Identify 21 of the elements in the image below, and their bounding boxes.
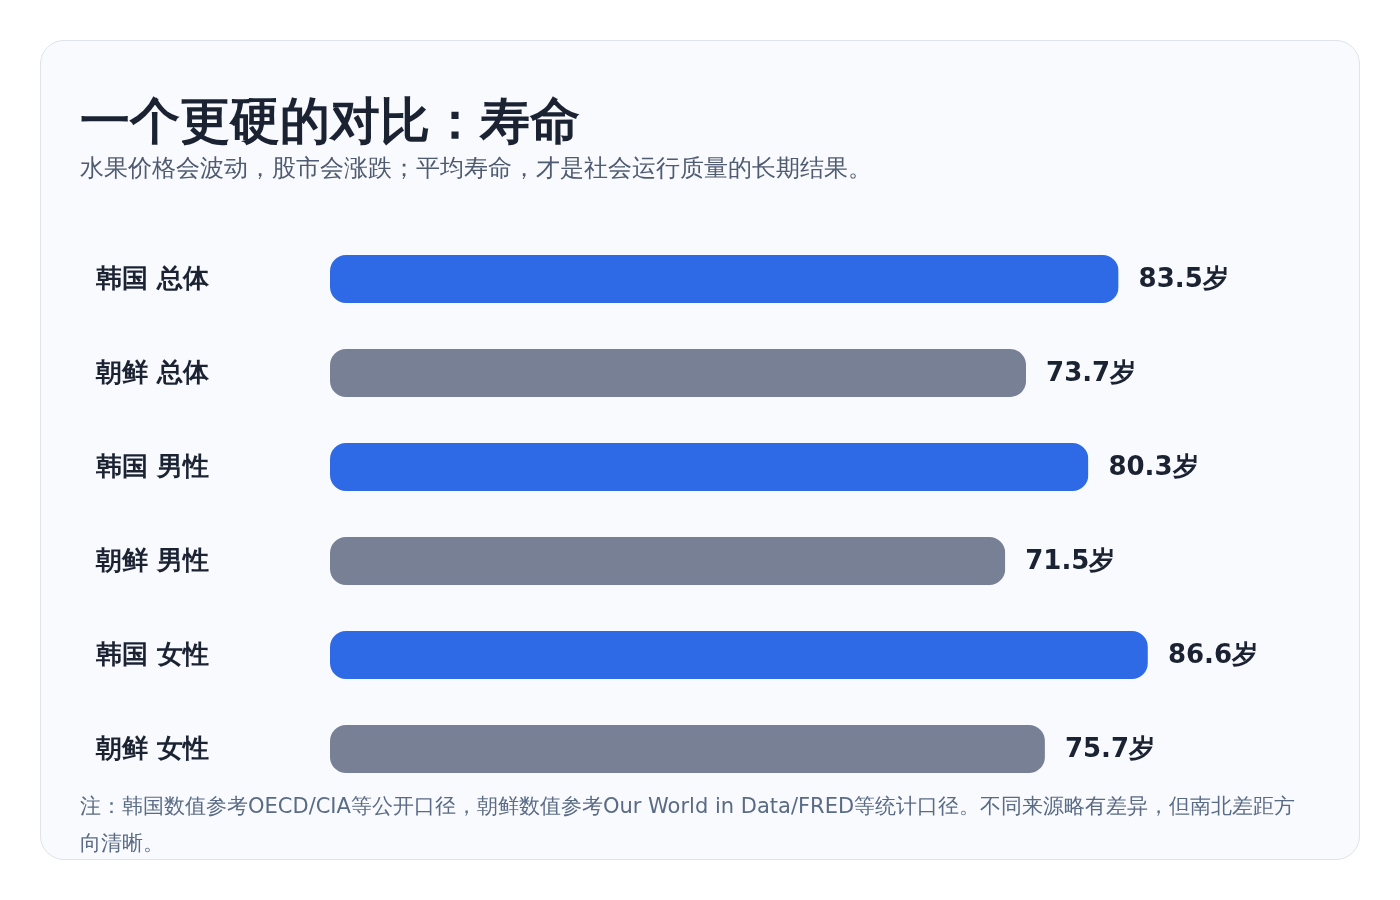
bar (330, 443, 1089, 491)
bar (330, 349, 1027, 397)
data-label: 73.7岁 (1046, 357, 1137, 387)
annotation: 注：韩国数值参考OECD/CIA等公开口径，朝鲜数值参考Our World in Data/FRED等统计口径。不同来源略有差异，但南北差距方向清晰。 (80, 793, 1297, 857)
data-label: 83.5岁 (1138, 263, 1229, 293)
y-tick-label: 韩国 总体 (94, 263, 210, 293)
bar (330, 725, 1045, 773)
data-label: 75.7岁 (1064, 733, 1156, 763)
data-label: 71.5岁 (1025, 545, 1116, 575)
y-tick-label: 韩国 女性 (94, 639, 209, 669)
data-label: 86.6岁 (1167, 639, 1259, 669)
data-label: 80.3岁 (1108, 451, 1199, 481)
bar (330, 537, 1006, 585)
bar (330, 255, 1119, 303)
chart-title: 一个更硬的对比：寿命 (80, 91, 580, 152)
y-tick-label: 朝鲜 女性 (94, 733, 209, 763)
chart-subtitle: 水果价格会波动，股市会涨跌；平均寿命，才是社会运行质量的长期结果。 (80, 153, 872, 184)
y-tick-label: 朝鲜 总体 (94, 357, 210, 387)
bar (330, 631, 1148, 679)
y-tick-label: 韩国 男性 (94, 451, 209, 481)
y-tick-label: 朝鲜 男性 (94, 545, 209, 575)
